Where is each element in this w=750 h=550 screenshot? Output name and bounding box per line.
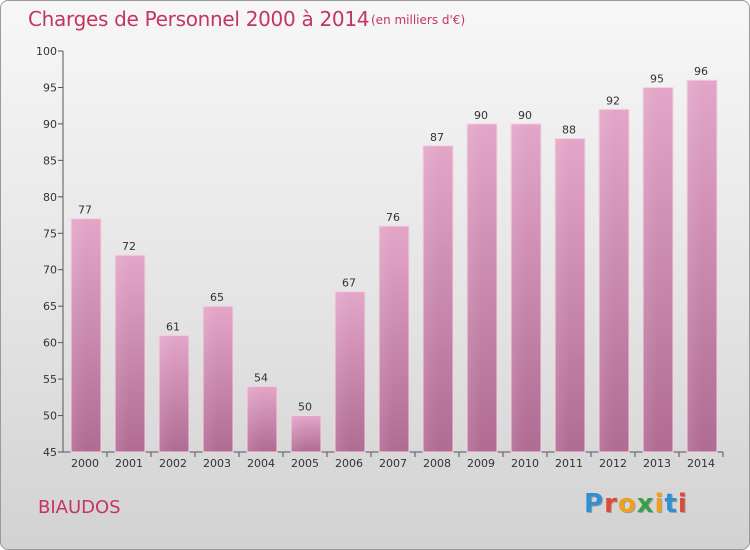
bar-highlight	[423, 145, 438, 453]
logo-letter: r	[604, 489, 618, 519]
bar-highlight	[71, 218, 86, 452]
logo-letter: x	[636, 489, 655, 519]
proxiti-logo: Proxiti	[584, 489, 688, 519]
bar-highlight	[511, 123, 526, 452]
chart-title: Charges de Personnel 2000 à 2014	[28, 7, 370, 31]
bar-highlight	[335, 291, 350, 452]
y-tick-label: 65	[43, 300, 57, 313]
bar-value-label: 72	[122, 240, 136, 253]
x-tick-label: 2011	[555, 457, 583, 470]
bar-value-label: 50	[298, 401, 312, 414]
x-tick-label: 2013	[643, 457, 671, 470]
y-tick-label: 100	[36, 45, 57, 58]
logo-letter: P	[584, 489, 605, 519]
logo-letter: t	[664, 489, 678, 519]
bar-value-label: 54	[254, 371, 268, 384]
bar-value-label: 65	[210, 291, 224, 304]
x-tick-label: 2008	[423, 457, 451, 470]
x-tick-label: 2001	[115, 457, 143, 470]
bar-highlight	[159, 335, 174, 452]
bar-highlight	[687, 80, 702, 452]
bar-value-label: 76	[386, 211, 400, 224]
commune-name: BIAUDOS	[38, 497, 121, 518]
bar-value-label: 77	[78, 204, 92, 217]
bar-highlight	[115, 255, 130, 452]
bar-value-label: 96	[694, 65, 708, 78]
y-tick-label: 75	[43, 227, 57, 240]
x-tick-label: 2012	[599, 457, 627, 470]
bar-value-label: 90	[474, 109, 488, 122]
x-tick-label: 2010	[511, 457, 539, 470]
chart-subtitle: (en milliers d'€)	[371, 13, 466, 27]
chart-axes: 45 50 55 60 65 70 75 80 85 90 95 100	[36, 45, 724, 459]
y-tick-label: 80	[43, 191, 57, 204]
x-tick-label: 2007	[379, 457, 407, 470]
chart-labels: 77 2000 72 2001 61 2002 65 2003 54 2004 50 2005 67 20…	[71, 65, 715, 470]
x-tick-label: 2009	[467, 457, 495, 470]
x-tick-label: 2004	[247, 457, 275, 470]
bar-highlight	[291, 415, 306, 452]
bar-value-label: 92	[606, 94, 620, 107]
logo-letter: i	[677, 489, 688, 519]
y-tick-label: 70	[43, 264, 57, 277]
bar-value-label: 67	[342, 277, 356, 290]
bar-value-label: 95	[650, 72, 664, 85]
bar-value-label: 61	[166, 320, 180, 333]
y-tick-label: 50	[43, 410, 57, 423]
y-tick-label: 85	[43, 154, 57, 167]
x-tick-label: 2014	[687, 457, 715, 470]
x-tick-label: 2000	[71, 457, 99, 470]
bar-highlight	[203, 306, 218, 452]
y-tick-label: 45	[43, 446, 57, 459]
bar-highlight	[467, 123, 482, 452]
y-tick-label: 95	[43, 81, 57, 94]
x-tick-label: 2005	[291, 457, 319, 470]
logo-letter: o	[617, 489, 637, 519]
bar-value-label: 87	[430, 131, 444, 144]
bar-value-label: 90	[518, 109, 532, 122]
logo-letter: i	[654, 489, 665, 519]
x-tick-label: 2002	[159, 457, 187, 470]
bar-highlight	[555, 138, 570, 452]
bar-highlight	[643, 87, 658, 453]
y-tick-label: 55	[43, 373, 57, 386]
x-tick-label: 2006	[335, 457, 363, 470]
bar-value-label: 88	[562, 123, 576, 136]
chart-bars	[70, 79, 718, 453]
y-tick-label: 90	[43, 118, 57, 131]
bar-highlight	[247, 386, 262, 452]
bar-highlight	[599, 109, 614, 452]
y-tick-label: 60	[43, 337, 57, 350]
bar-highlight	[379, 225, 394, 452]
x-tick-label: 2003	[203, 457, 231, 470]
